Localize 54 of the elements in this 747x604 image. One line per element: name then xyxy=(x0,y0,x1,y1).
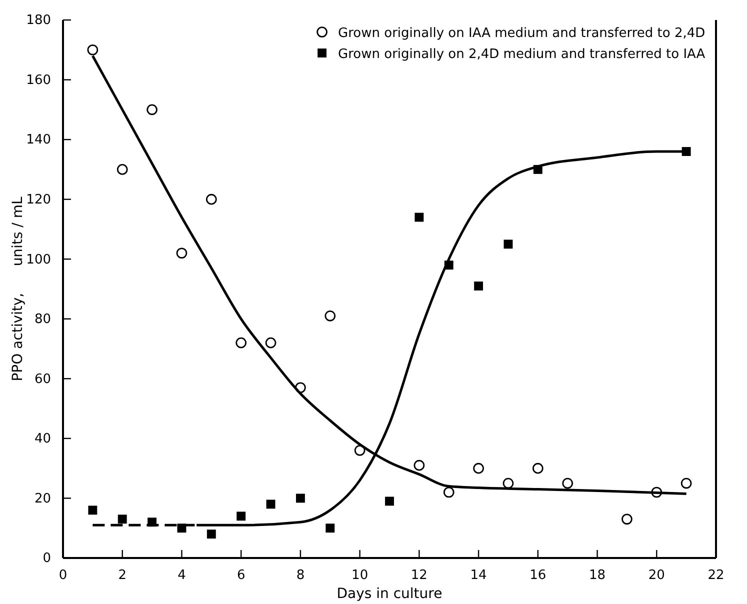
y-tick-label: 0 xyxy=(42,551,51,566)
point xyxy=(443,486,454,498)
legend-label: Grown originally on 2,4D medium and transferred to IAA xyxy=(338,47,706,62)
x-axis-title: Days in culture xyxy=(336,586,442,602)
y-tick-label: 120 xyxy=(26,192,51,208)
x-tick-label: 12 xyxy=(410,568,428,584)
x-tick-label: 22 xyxy=(708,568,724,584)
point xyxy=(502,478,514,489)
point xyxy=(296,494,305,503)
x-tick-label: 20 xyxy=(648,568,665,584)
point xyxy=(236,337,247,348)
y-tick-label: 160 xyxy=(26,72,51,88)
point xyxy=(474,282,484,290)
legend-label: Grown originally on IAA medium and transferred to 2,4D xyxy=(338,26,706,41)
y-tick-label: 100 xyxy=(26,252,51,268)
point xyxy=(414,212,424,222)
point xyxy=(266,500,276,509)
point xyxy=(118,514,127,524)
y-tick-label: 20 xyxy=(34,491,51,506)
point xyxy=(88,506,98,515)
point xyxy=(146,104,158,116)
x-tick-label: 14 xyxy=(470,568,487,584)
point xyxy=(326,524,335,533)
point xyxy=(324,310,336,322)
point xyxy=(236,512,246,521)
y-tick-label: 80 xyxy=(34,312,51,328)
y-axis-title: PPO activity, units / mL xyxy=(10,196,26,382)
point xyxy=(206,194,217,205)
point xyxy=(265,337,276,348)
point xyxy=(87,44,98,56)
point xyxy=(116,164,128,175)
x-tick-label: 8 xyxy=(296,568,305,584)
x-tick-label: 10 xyxy=(352,568,368,584)
y-tick-label: 40 xyxy=(34,432,51,447)
x-tick-label: 16 xyxy=(530,568,546,584)
y-tick-label: 140 xyxy=(26,132,51,148)
x-tick-label: 6 xyxy=(236,568,246,584)
point xyxy=(206,530,216,539)
x-tick-label: 4 xyxy=(178,568,186,584)
x-tick-label: 0 xyxy=(58,568,68,584)
y-tick-label: 180 xyxy=(26,13,51,28)
point xyxy=(473,462,484,474)
x-tick-label: 2 xyxy=(118,568,127,584)
point xyxy=(622,514,632,525)
point xyxy=(354,444,366,456)
point xyxy=(562,478,574,489)
point xyxy=(176,248,188,259)
point xyxy=(504,240,513,249)
x-tick-label: 18 xyxy=(589,568,606,584)
point xyxy=(532,462,544,474)
point xyxy=(385,496,394,506)
point xyxy=(680,478,692,489)
point xyxy=(414,460,425,471)
y-tick-label: 60 xyxy=(34,372,51,387)
